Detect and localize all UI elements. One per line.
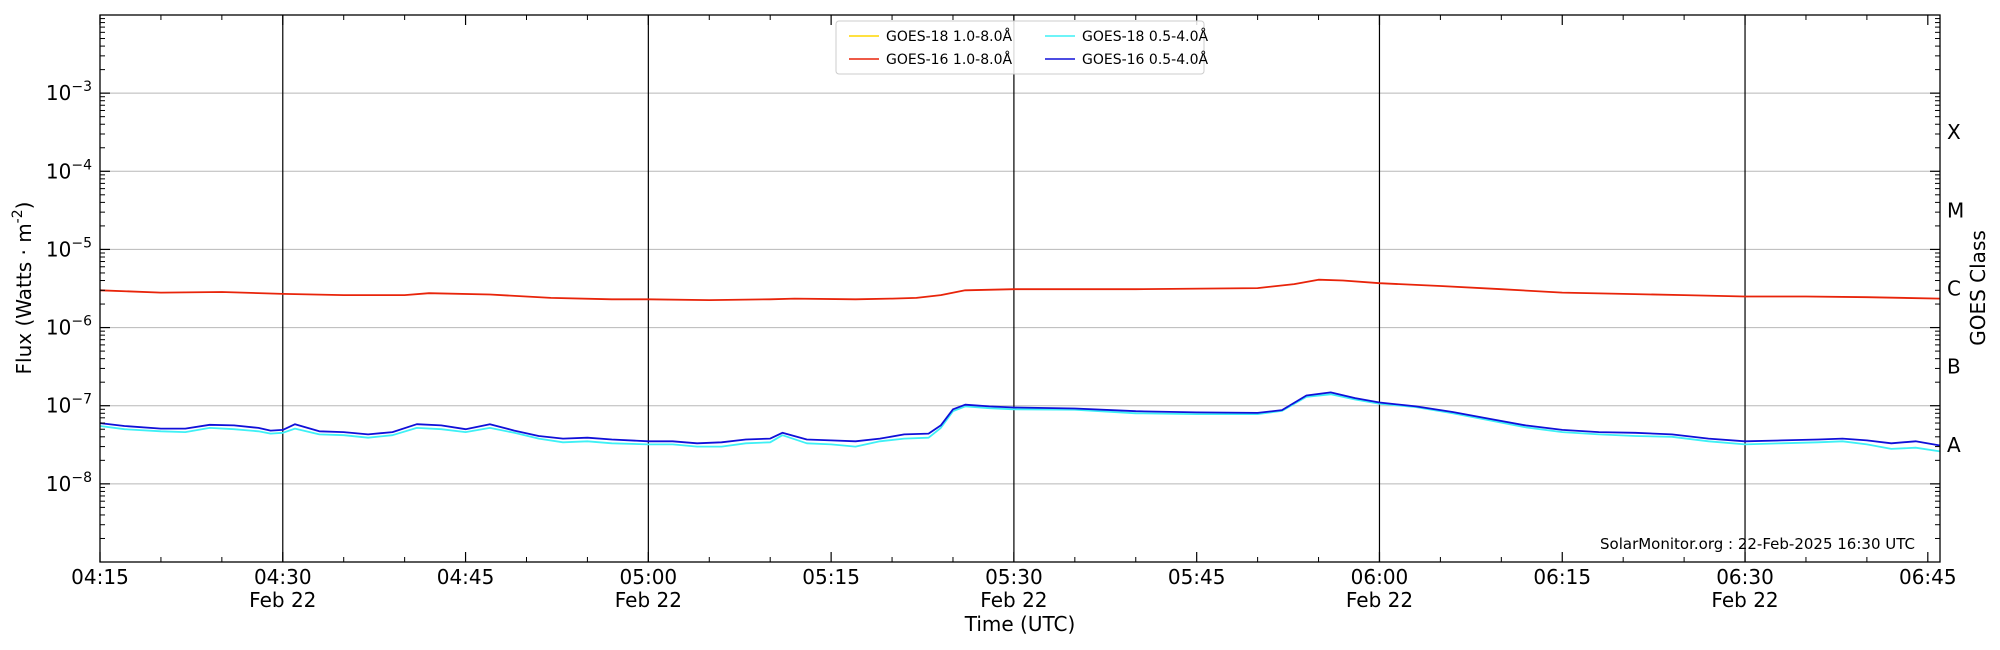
y-tick-exponent: −7 [71,392,92,408]
y-tick-base: 10 [46,237,71,261]
goes-class-axis-label: GOES Class [1966,230,1990,346]
x-axis-label: Time (UTC) [964,612,1076,636]
x-tick-label: 06:15 [1533,565,1591,589]
legend: GOES-18 1.0-8.0Å GOES-16 1.0-8.0Å GOES-18 … [835,20,1208,75]
day-marker-lines [282,15,1746,562]
goes-class-x: X [1947,120,1961,144]
x-tick-label: 06:30 [1716,565,1774,589]
y-tick-label: 10−4 [46,157,92,183]
x-tick-date-label: Feb 22 [615,588,682,612]
y-tick-exponent: −8 [71,470,92,486]
y-tick-base: 10 [46,316,71,340]
y-tick-label: 10−7 [46,392,92,418]
y-axis-label-exponent: -2 [10,209,26,223]
x-tick-label: 06:00 [1351,565,1409,589]
goes-class-labels: A B C M X [1947,120,1964,457]
goes-class-a: A [1947,433,1961,457]
data-series [99,278,1941,453]
y-tick-label: 10−8 [46,470,92,496]
x-tick-label: 05:45 [1168,565,1226,589]
y-tick-label: 10−5 [46,235,92,261]
x-tick-date-label: Feb 22 [980,588,1047,612]
x-tick-label: 06:45 [1899,565,1957,589]
y-tick-exponent: −6 [71,314,92,330]
credit-text: SolarMonitor.org : 22-Feb-2025 16:30 UTC [1600,535,1915,553]
y-tick-base: 10 [46,81,71,105]
x-tick-date-label: Feb 22 [1711,588,1778,612]
x-tick-date-label: Feb 22 [1346,588,1413,612]
x-tick-label: 04:30 [254,565,312,589]
x-tick-label: 04:15 [71,565,129,589]
y-tick-label: 10−6 [46,314,92,340]
legend-entries: GOES-18 1.0-8.0Å GOES-16 1.0-8.0Å GOES-18 … [849,28,1208,68]
legend-label: GOES-18 0.5-4.0Å [1082,28,1208,45]
legend-box [835,20,1205,75]
x-tick-label: 04:45 [437,565,495,589]
y-tick-exponent: −5 [71,235,92,251]
series-line-goes-16-1-0-8-0 [99,278,1941,302]
x-tick-label: 05:30 [985,565,1043,589]
x-tick-label: 05:00 [620,565,678,589]
y-tick-base: 10 [46,472,71,496]
y-tick-label: 10−3 [46,79,92,105]
y-tick-base: 10 [46,394,71,418]
y-tick-base: 10 [46,159,71,183]
legend-label: GOES-16 1.0-8.0Å [886,51,1012,68]
legend-label: GOES-18 1.0-8.0Å [886,28,1012,45]
y-tick-exponent: −3 [71,79,92,95]
goes-class-b: B [1947,355,1961,379]
y-minor-ticks [100,18,1940,539]
y-tick-exponent: −4 [71,157,92,173]
x-tick-date-label: Feb 22 [249,588,316,612]
grid-lines [100,92,1940,485]
y-axis-ticks: 10−810−710−610−510−410−3 [46,79,1940,496]
goes-class-c: C [1947,277,1961,301]
legend-label: GOES-16 0.5-4.0Å [1082,51,1208,68]
x-tick-label: 05:15 [802,565,860,589]
plot-frame [99,14,1941,563]
series-line-goes-18-0-5-4-0 [99,393,1941,453]
goes-class-m: M [1947,198,1964,222]
series-line-goes-16-0-5-4-0 [99,391,1941,447]
y-axis-label: Flux (Watts · m-2) [10,202,36,375]
y-axis-label-main: Flux (Watts · m [12,223,36,374]
y-axis-label-close: ) [12,202,36,210]
